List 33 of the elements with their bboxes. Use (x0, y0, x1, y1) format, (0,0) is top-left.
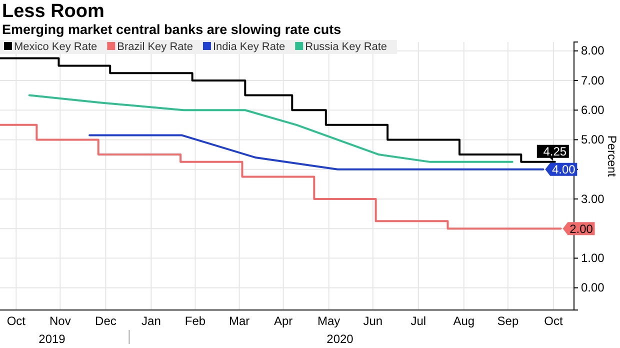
x-tick-label: Mar (228, 314, 250, 328)
x-tick-label: May (318, 314, 340, 328)
data-label: 4.00 (552, 162, 576, 177)
x-tick-label: Nov (50, 314, 71, 328)
text: 2019 (38, 332, 66, 346)
data-label: 2.00 (570, 222, 594, 236)
chart-subtitle: Emerging market central banks are slowing rate cuts (2, 22, 342, 37)
x-tick-label: Dec (95, 314, 116, 328)
y-tick-label: 1.00 (581, 251, 605, 266)
x-tick-label: Jul (410, 314, 426, 328)
y-tick-label: 7.00 (581, 73, 605, 88)
x-tick-label: Oct (544, 314, 564, 328)
x-tick-label: Sep (497, 314, 519, 328)
y-tick-label: 0.00 (581, 280, 605, 295)
x-tick-label: Apr (274, 314, 293, 328)
x-tick-label: Feb (184, 314, 206, 328)
line-series (28, 94, 514, 163)
chart-title: Less Room (2, 1, 104, 22)
y-tick-label: 6.00 (581, 102, 605, 117)
text: 2020 (326, 332, 354, 346)
y-axis-title: Percent (605, 135, 619, 178)
x-tick-label: Aug (453, 314, 475, 328)
x-tick-label: Jan (142, 314, 161, 328)
y-tick-label: 8.00 (581, 44, 605, 58)
y-tick-label: 5.00 (581, 132, 605, 147)
legend-label: Mexico Key Rate (14, 41, 98, 53)
x-tick-label: Jun (363, 314, 383, 328)
legend-label: Russia Key Rate (305, 41, 388, 53)
legend-label: Brazil Key Rate (117, 41, 193, 53)
legend-label: India Key Rate (212, 41, 286, 53)
y-tick-label: 3.00 (581, 192, 605, 206)
x-tick-label: Oct (6, 314, 26, 328)
data-label: 4.25 (543, 144, 567, 159)
